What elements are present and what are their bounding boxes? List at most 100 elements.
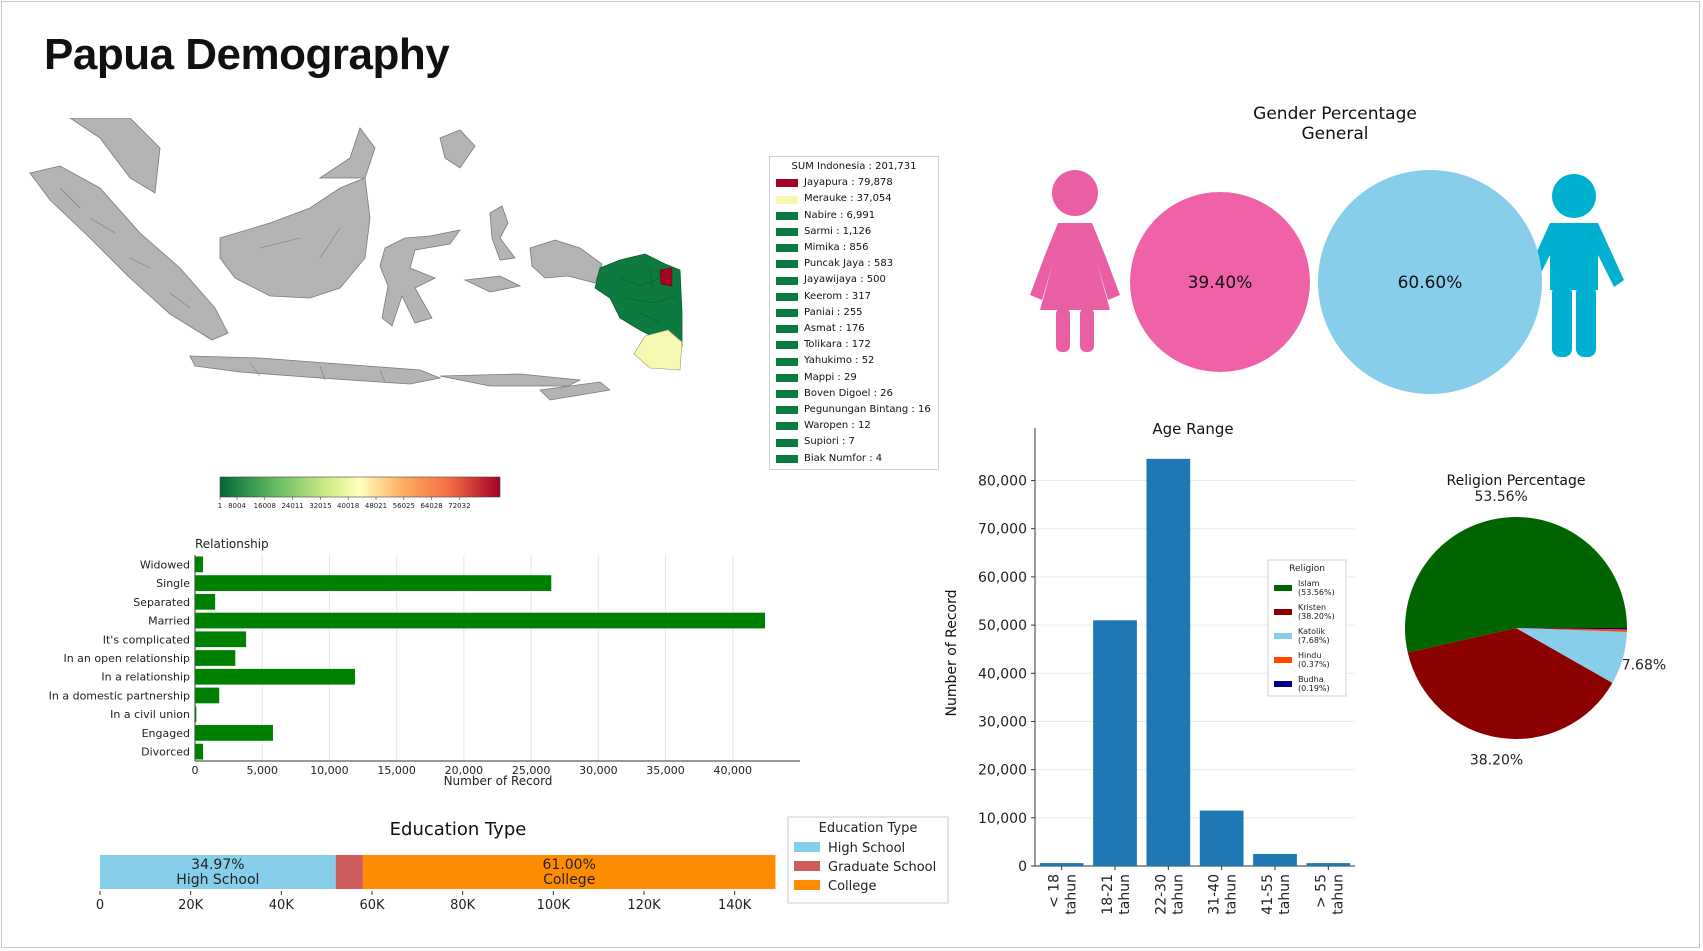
age-xtick-label: 22-30tahun — [1153, 874, 1186, 915]
map-north-island — [439, 129, 476, 169]
map-legend-label: Waropen : 12 — [804, 420, 871, 432]
pie-labels: 53.56% 38.20% 7.68% — [1470, 489, 1666, 769]
map-legend-entry: Jayawijaya : 500 — [770, 272, 938, 288]
education-legend: Education Type High School Graduate School… — [787, 816, 949, 904]
age-ytick-label: 30,000 — [978, 714, 1027, 730]
age-ytick-label: 60,000 — [978, 570, 1027, 586]
religion-pie-chart: Religion Percentage 53.56% 38.20% 7.68% — [1405, 473, 1666, 769]
map-legend-swatch — [776, 308, 798, 317]
relationship-category-label: Widowed — [140, 558, 190, 571]
relationship-category-label: Single — [156, 577, 190, 590]
pie-slice-label: 38.20% — [1470, 753, 1523, 769]
relationship-category-label: In a civil union — [110, 708, 190, 721]
pie-slice-label: 7.68% — [1622, 657, 1666, 673]
religion-legend-title: Religion — [1289, 564, 1325, 574]
relationship-xlabel: Number of Record — [444, 774, 553, 788]
male-percentage: 60.60% — [1398, 273, 1463, 293]
map-legend-entry: Yahukimo : 52 — [770, 353, 938, 369]
map-legend-entry: Waropen : 12 — [770, 418, 938, 434]
map-legend-label: Asmat : 176 — [804, 323, 865, 335]
relationship-bar — [195, 631, 247, 648]
age-bar — [1253, 853, 1297, 866]
colorbar-gradient — [219, 476, 501, 498]
education-xtick-label: 60K — [359, 898, 385, 913]
map-district-lines — [59, 187, 386, 383]
pie-slice — [1405, 517, 1627, 653]
relationship-chart: Relationship Number of Record Widowed Sin… — [49, 537, 800, 788]
map-legend-entry: Sarmi : 1,126 — [770, 224, 938, 240]
pie-slice — [1516, 628, 1627, 632]
colorbar-tick-label: 1 — [218, 502, 222, 510]
relationship-category-label: Engaged — [142, 727, 190, 740]
age-ytick-label: 10,000 — [978, 811, 1027, 827]
education-bar-segment — [362, 855, 776, 889]
education-xtick-label: 0 — [96, 898, 104, 913]
map-legend-entry: Puncak Jaya : 583 — [770, 256, 938, 272]
education-title: Education Type — [390, 819, 527, 840]
male-circle — [1318, 170, 1542, 394]
pie-slice — [1407, 628, 1613, 739]
age-xticks: < 18tahun 18-21tahun 22-30tahun 31-40tahun 4… — [1047, 866, 1346, 915]
age-ytick-label: 40,000 — [978, 666, 1027, 682]
relationship-xtick-label: 0 — [192, 764, 199, 777]
page-title: Papua Demography — [44, 30, 450, 79]
map-legend-entry: Tolikara : 172 — [770, 337, 938, 353]
indonesia-map — [29, 118, 683, 401]
age-bars — [1039, 458, 1351, 866]
age-xtick-label: 41-55tahun — [1260, 874, 1293, 915]
map-legend: SUM Indonesia : 201,731 Jayapura : 79,87… — [769, 156, 939, 470]
map-lesser-sunda — [439, 373, 582, 387]
map-borneo-north — [318, 127, 376, 179]
education-legend-swatch — [794, 842, 820, 852]
age-ylabel: Number of Record — [944, 589, 960, 716]
map-legend-label: Biak Numfor : 4 — [804, 452, 883, 464]
colorbar-ticks: 1 8004 16008 24011 32015 40018 48021 56025 64028… — [218, 497, 471, 510]
colorbar-tick-label: 24011 — [281, 502, 303, 510]
map-legend-entry: Mimika : 856 — [770, 240, 938, 256]
map-jayapura — [659, 267, 673, 287]
female-percentage: 39.40% — [1188, 273, 1253, 293]
male-icon-head — [1552, 174, 1596, 218]
colorbar-tick-label: 72032 — [448, 502, 470, 510]
map-legend-label: Nabire : 6,991 — [804, 209, 876, 221]
map-legend-title: SUM Indonesia : 201,731 — [791, 161, 917, 172]
relationship-bar — [195, 668, 355, 685]
age-xtick-label: 18-21tahun — [1100, 874, 1133, 915]
map-legend-label: Supiori : 7 — [804, 436, 855, 448]
relationship-category-label: Married — [148, 615, 190, 628]
male-icon-leg — [1552, 285, 1572, 357]
colorbar-tick-label: 40018 — [337, 502, 359, 510]
education-legend-swatch — [794, 880, 820, 890]
map-legend-swatch — [776, 438, 798, 447]
female-icon — [1030, 170, 1120, 352]
map-mainland — [69, 118, 161, 194]
map-legend-swatch — [776, 292, 798, 301]
map-legend-entry: Merauke : 37,054 — [770, 191, 938, 207]
education-xtick-label: 120K — [627, 898, 661, 913]
religion-legend-label: Islam (53.56%) — [1298, 579, 1335, 597]
colorbar-tick-label: 8004 — [228, 502, 246, 510]
education-legend-label: College — [828, 879, 877, 894]
relationship-xtick-label: 20,000 — [445, 764, 484, 777]
education-legend-swatch — [794, 861, 820, 871]
map-legend-label: Sarmi : 1,126 — [804, 225, 872, 237]
map-legend-entry: Mappi : 29 — [770, 370, 938, 386]
gender-subtitle: General — [1302, 124, 1369, 144]
colorbar-tick-label: 32015 — [309, 502, 331, 510]
colorbar-tick-label: 48021 — [365, 502, 387, 510]
age-bar — [1199, 810, 1244, 866]
religion-legend-label: Katolik (7.68%) — [1298, 627, 1330, 645]
colorbar-tick-label: 16008 — [254, 502, 276, 510]
education-xtick-label: 20K — [178, 898, 204, 913]
education-xtick-label: 100K — [537, 898, 571, 913]
education-chart: Education Type 34.97% High School 61.00% Co… — [96, 816, 949, 913]
map-legend-label: Keerom : 317 — [804, 290, 871, 302]
female-icon-leg — [1080, 308, 1094, 352]
relationship-bar — [195, 593, 216, 610]
map-legend-entry: Nabire : 6,991 — [770, 208, 938, 224]
religion-legend-label: Kristen (38.20%) — [1298, 603, 1335, 621]
relationship-category-labels: Widowed Single Separated Married It's compli… — [49, 558, 191, 758]
map-legend-swatch — [776, 195, 798, 204]
map-legend-label: Mappi : 29 — [804, 371, 857, 383]
education-segment-label: 34.97% High School — [176, 857, 259, 888]
